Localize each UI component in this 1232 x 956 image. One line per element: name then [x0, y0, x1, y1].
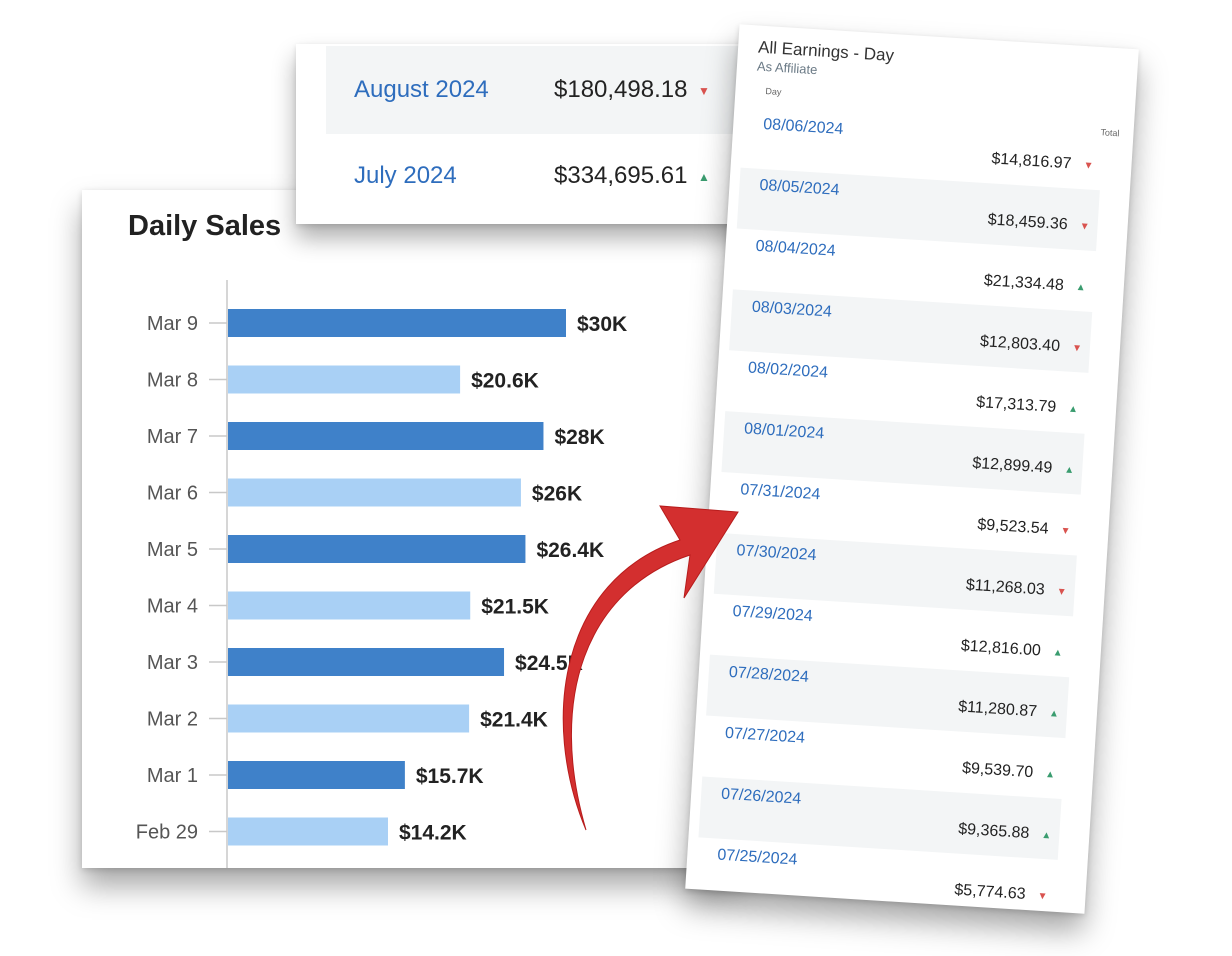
- triangle-up-icon: ▲: [1041, 829, 1052, 842]
- month-row-july[interactable]: July 2024 $334,695.61 ▲: [326, 132, 766, 220]
- earnings-date-link[interactable]: 08/05/2024: [758, 176, 840, 199]
- triangle-down-icon: ▼: [698, 84, 710, 98]
- daily-sales-chart: Mar 9 $30K Mar 8 $20.6K Mar 7 $28K Mar 6 $26K Ma…: [136, 280, 627, 868]
- triangle-down-icon: ▼: [1037, 890, 1048, 903]
- bar-value-label: $30K: [577, 313, 627, 336]
- bar-value-label: $26K: [532, 483, 582, 506]
- bar[interactable]: [228, 309, 566, 337]
- bar-value-label: $20.6K: [471, 370, 539, 393]
- y-tick-label: Mar 6: [147, 483, 198, 505]
- earnings-date-link[interactable]: 08/02/2024: [747, 359, 829, 382]
- earnings-total: $12,816.00: [960, 637, 1042, 660]
- month-value: $180,498.18: [554, 76, 688, 103]
- bar[interactable]: [228, 535, 526, 563]
- triangle-up-icon: ▲: [1052, 647, 1064, 659]
- triangle-down-icon: ▼: [1079, 221, 1090, 233]
- month-label[interactable]: August 2024: [354, 76, 489, 103]
- earnings-date-link[interactable]: 07/25/2024: [716, 846, 798, 869]
- earnings-date-link[interactable]: 07/30/2024: [735, 542, 817, 565]
- bar[interactable]: [228, 761, 405, 789]
- bar[interactable]: [228, 478, 521, 507]
- monthly-totals-card: August 2024 $180,498.18 ▼ July 2024 $334…: [296, 44, 766, 224]
- earnings-total: $12,899.49: [971, 454, 1053, 477]
- bar-value-label: $24.5K: [515, 652, 583, 675]
- y-tick-label: Mar 5: [147, 539, 198, 561]
- earnings-total: $9,365.88: [957, 820, 1030, 843]
- triangle-up-icon: ▲: [698, 170, 710, 184]
- triangle-down-icon: ▼: [1071, 342, 1083, 355]
- y-tick-label: Mar 2: [147, 709, 198, 731]
- earnings-date-link[interactable]: 08/04/2024: [755, 237, 837, 260]
- earnings-total: $17,313.79: [975, 393, 1057, 416]
- triangle-down-icon: ▼: [1056, 586, 1067, 598]
- bar-value-label: $15.7K: [416, 765, 484, 788]
- earnings-date-link[interactable]: 07/29/2024: [732, 603, 814, 626]
- earnings-date-link[interactable]: 08/06/2024: [762, 116, 844, 138]
- earnings-date-link[interactable]: 07/28/2024: [728, 663, 810, 686]
- bar[interactable]: [228, 591, 471, 620]
- earnings-total: $11,280.87: [957, 698, 1038, 721]
- earnings-date-link[interactable]: 07/27/2024: [724, 724, 806, 747]
- month-label[interactable]: July 2024: [354, 162, 457, 189]
- earnings-date-link[interactable]: 07/26/2024: [720, 785, 802, 808]
- bar-value-label: $28K: [554, 426, 604, 449]
- earnings-total: $9,539.70: [961, 759, 1034, 782]
- triangle-up-icon: ▲: [1063, 464, 1075, 477]
- triangle-up-icon: ▲: [1044, 768, 1056, 781]
- earnings-total: $14,816.97: [991, 150, 1073, 173]
- y-tick-label: Mar 9: [147, 313, 198, 335]
- chart-title: Daily Sales: [128, 210, 282, 242]
- bar[interactable]: [228, 817, 388, 846]
- bar[interactable]: [228, 365, 461, 394]
- bar-value-label: $21.5K: [481, 596, 549, 619]
- y-tick-label: Mar 1: [147, 765, 198, 787]
- y-tick-label: Mar 8: [147, 370, 198, 392]
- all-earnings-card: All Earnings - Day As Affiliate Day Tota…: [685, 24, 1139, 914]
- bar[interactable]: [228, 422, 544, 450]
- earnings-subtitle: As Affiliate: [756, 58, 818, 78]
- earnings-total: $18,459.36: [987, 211, 1069, 234]
- triangle-up-icon: ▲: [1048, 708, 1060, 720]
- triangle-up-icon: ▲: [1075, 281, 1087, 294]
- earnings-date-link[interactable]: 07/31/2024: [739, 481, 821, 504]
- bar-value-label: $26.4K: [536, 539, 604, 562]
- y-tick-label: Mar 7: [147, 426, 198, 448]
- y-tick-label: Feb 29: [136, 822, 198, 844]
- month-value: $334,695.61: [554, 162, 688, 189]
- triangle-down-icon: ▼: [1060, 525, 1071, 538]
- earnings-total: $12,803.40: [979, 333, 1061, 356]
- earnings-total: $5,774.63: [953, 881, 1027, 903]
- earnings-date-link[interactable]: 08/01/2024: [743, 420, 825, 443]
- earnings-total: $9,523.54: [976, 516, 1050, 538]
- month-row-august[interactable]: August 2024 $180,498.18 ▼: [326, 46, 766, 134]
- bar-value-label: $14.2K: [399, 822, 467, 845]
- triangle-up-icon: ▲: [1067, 403, 1079, 416]
- earnings-total: $11,268.03: [965, 576, 1046, 599]
- triangle-down-icon: ▼: [1083, 160, 1094, 172]
- earnings-total: $21,334.48: [983, 272, 1065, 295]
- bar[interactable]: [228, 704, 470, 733]
- bar[interactable]: [228, 648, 505, 676]
- y-tick-label: Mar 3: [147, 652, 198, 674]
- y-tick-label: Mar 4: [147, 596, 198, 618]
- daily-sales-card: Daily Sales Mar 9 $30K Mar 8 $20.6K Mar 7 $28…: [82, 190, 742, 868]
- earnings-date-link[interactable]: 08/03/2024: [751, 298, 833, 321]
- column-header-day[interactable]: Day: [765, 86, 782, 98]
- bar-value-label: $21.4K: [480, 709, 548, 732]
